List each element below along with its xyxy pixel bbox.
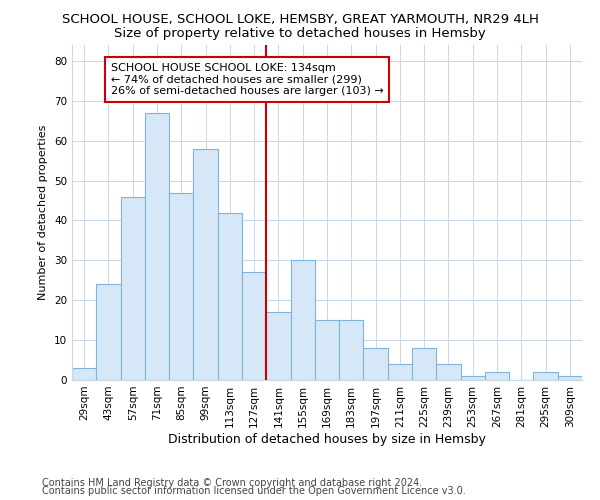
Bar [533,372,558,380]
Bar [412,348,436,380]
Y-axis label: Number of detached properties: Number of detached properties [38,125,49,300]
Bar [96,284,121,380]
Bar [145,113,169,380]
Text: SCHOOL HOUSE, SCHOOL LOKE, HEMSBY, GREAT YARMOUTH, NR29 4LH: SCHOOL HOUSE, SCHOOL LOKE, HEMSBY, GREAT… [62,12,538,26]
Bar [242,272,266,380]
Text: Contains public sector information licensed under the Open Government Licence v3: Contains public sector information licen… [42,486,466,496]
Bar [315,320,339,380]
Bar [339,320,364,380]
Bar [461,376,485,380]
Bar [193,148,218,380]
Bar [72,368,96,380]
Bar [485,372,509,380]
Bar [218,212,242,380]
Bar [121,196,145,380]
Text: Size of property relative to detached houses in Hemsby: Size of property relative to detached ho… [114,28,486,40]
Bar [169,192,193,380]
Text: Contains HM Land Registry data © Crown copyright and database right 2024.: Contains HM Land Registry data © Crown c… [42,478,422,488]
Text: SCHOOL HOUSE SCHOOL LOKE: 134sqm
← 74% of detached houses are smaller (299)
26% : SCHOOL HOUSE SCHOOL LOKE: 134sqm ← 74% o… [111,63,383,96]
Bar [388,364,412,380]
Bar [290,260,315,380]
Bar [558,376,582,380]
X-axis label: Distribution of detached houses by size in Hemsby: Distribution of detached houses by size … [168,432,486,446]
Bar [266,312,290,380]
Bar [436,364,461,380]
Bar [364,348,388,380]
